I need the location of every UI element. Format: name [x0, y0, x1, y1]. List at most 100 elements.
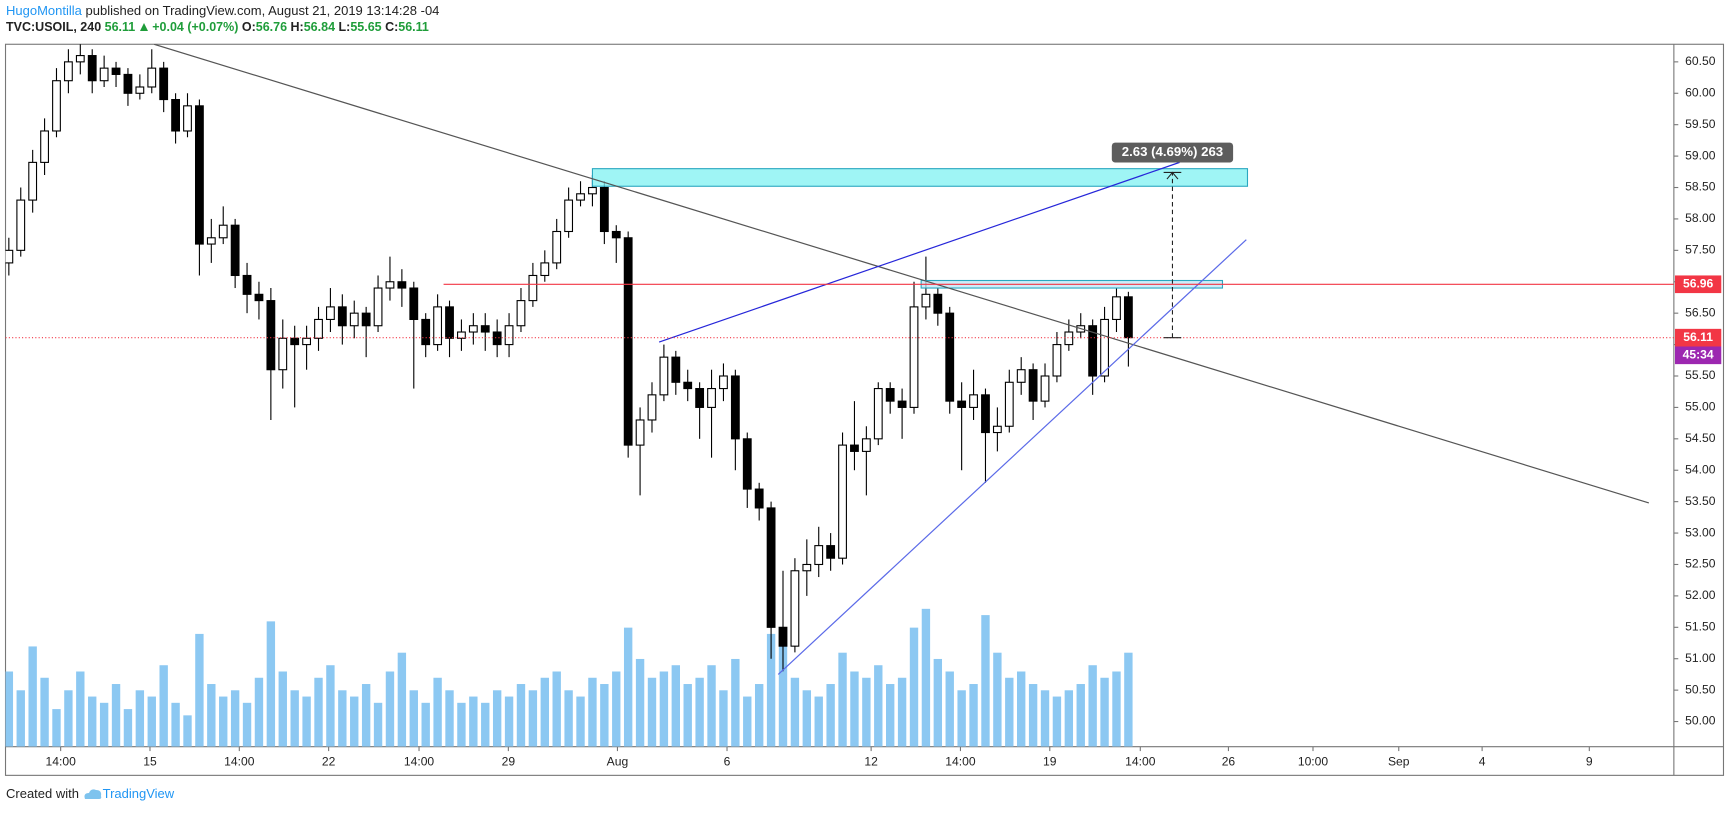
candle-body — [1112, 296, 1121, 321]
candle-body — [63, 61, 73, 82]
candle-body — [230, 224, 240, 277]
volume-bar — [1100, 677, 1109, 747]
volume-bar — [743, 696, 752, 747]
candle-body — [159, 67, 169, 101]
volume-bar — [695, 677, 704, 747]
volume-bar — [731, 658, 740, 747]
quote-h-label: H: — [290, 20, 304, 34]
candle-body — [885, 388, 895, 402]
volume-bar — [909, 627, 919, 747]
symbol: TVC:USOIL, 240 — [6, 20, 102, 34]
candle-body — [742, 438, 752, 490]
volume-bar — [266, 621, 276, 747]
candle-layer — [5, 44, 1133, 672]
volume-bar — [278, 671, 287, 747]
candle-body — [1088, 325, 1098, 377]
volume-bar — [254, 677, 264, 747]
volume-bar — [40, 677, 49, 747]
x-tick-label: 14:00 — [404, 754, 435, 768]
y-tick-label: 56.50 — [1685, 305, 1716, 319]
volume-bar — [814, 696, 823, 747]
volume-bar — [195, 633, 204, 747]
brand: TradingView — [102, 786, 175, 801]
volume-bar — [897, 677, 907, 747]
author: HugoMontilla — [6, 3, 82, 18]
candle-body — [16, 199, 26, 251]
header-line-1: HugoMontilla published on TradingView.co… — [6, 3, 439, 18]
y-tick-label: 50.50 — [1685, 682, 1716, 696]
volume-bar — [183, 715, 192, 747]
x-tick-label: 26 — [1222, 754, 1236, 768]
candle-body — [385, 281, 395, 289]
candle-body — [445, 306, 454, 339]
volume-bar — [88, 696, 97, 747]
quote-l-label: L: — [338, 20, 351, 34]
candle-body — [992, 425, 1002, 434]
candle-body — [194, 105, 204, 245]
candle-body — [945, 312, 955, 402]
volume-bar — [635, 658, 645, 747]
candle-body — [957, 400, 967, 408]
volume-bar — [588, 677, 597, 747]
volume-bar — [409, 690, 418, 747]
volume-bar — [481, 702, 490, 747]
volume-bar — [540, 677, 549, 747]
volume-bar — [850, 671, 859, 747]
candle-body — [647, 394, 657, 421]
volume-bar — [838, 652, 847, 747]
candle-body — [873, 388, 883, 440]
candle-body — [588, 186, 597, 195]
candle-body — [814, 545, 824, 566]
candle-body — [516, 300, 526, 327]
quote-c-label: C: — [385, 20, 399, 34]
volume-bar — [76, 671, 85, 747]
last-price: 56.11 — [104, 20, 136, 34]
candle-body — [242, 274, 252, 295]
volume-bar — [326, 665, 335, 747]
volume-bar — [576, 696, 585, 747]
x-tick-label: 19 — [1043, 754, 1057, 768]
volume-bar — [564, 690, 573, 747]
candle-body — [75, 55, 85, 63]
candle-body — [254, 293, 264, 302]
volume-bar — [361, 684, 371, 747]
last-price-label: 56.11 — [1683, 330, 1713, 344]
candle-body — [52, 80, 61, 132]
volume-bar — [230, 690, 240, 747]
candle-body — [111, 67, 121, 75]
candle-body — [826, 545, 836, 559]
volume-bar — [862, 677, 871, 747]
volume-bar — [612, 671, 621, 747]
volume-bar — [1052, 696, 1062, 747]
volume-bar — [552, 671, 561, 747]
y-tick-label: 53.50 — [1685, 494, 1716, 508]
candle-body — [266, 300, 276, 371]
x-tick-label: Sep — [1388, 754, 1410, 768]
candle-body — [623, 237, 633, 446]
logo-icon — [84, 789, 101, 799]
candle-body — [99, 67, 109, 82]
volume-bar — [290, 690, 299, 747]
candle-body — [504, 325, 514, 346]
candle-body — [278, 337, 288, 371]
candle-body — [969, 394, 978, 408]
candle-body — [361, 312, 371, 327]
volume-bar — [993, 652, 1002, 747]
volume-bar — [933, 658, 943, 747]
volume-bar — [647, 677, 657, 747]
volume-bar — [373, 702, 383, 747]
y-tick-label: 58.00 — [1685, 211, 1716, 225]
candle-body — [397, 281, 407, 289]
volume-bar — [111, 684, 121, 747]
measure-label: 2.63 (4.69%) 263 — [1122, 144, 1223, 159]
candle-body — [373, 287, 383, 327]
y-tick-label: 51.00 — [1685, 651, 1716, 665]
quote-o-label: O: — [241, 20, 256, 34]
y-tick-label: 60.50 — [1685, 54, 1716, 68]
volume-bar — [338, 690, 347, 747]
candle-body — [147, 67, 157, 88]
quote-o: 56.76 — [255, 20, 288, 34]
y-tick-label: 53.00 — [1685, 525, 1716, 539]
